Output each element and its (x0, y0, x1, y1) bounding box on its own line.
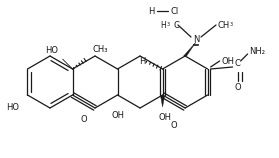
Text: O: O (80, 115, 87, 125)
Text: OH: OH (111, 111, 124, 120)
Polygon shape (161, 96, 165, 107)
Text: H: H (140, 57, 146, 66)
Polygon shape (184, 42, 196, 56)
Text: H: H (148, 6, 154, 15)
Text: 3: 3 (167, 22, 170, 27)
Text: Cl: Cl (171, 6, 179, 15)
Text: N: N (193, 36, 199, 45)
Text: NH₂: NH₂ (250, 46, 266, 55)
Text: O: O (170, 121, 177, 130)
Text: C: C (174, 21, 180, 30)
Text: HO: HO (45, 46, 59, 55)
Text: C: C (235, 60, 240, 69)
Polygon shape (62, 59, 74, 70)
Text: OH: OH (158, 113, 171, 122)
Text: O: O (234, 82, 241, 91)
Text: 3: 3 (230, 22, 233, 27)
Text: H: H (160, 21, 166, 30)
Text: CH₃: CH₃ (93, 45, 108, 54)
Text: OH: OH (222, 57, 235, 66)
Text: CH: CH (218, 21, 230, 30)
Text: HO: HO (6, 103, 20, 112)
